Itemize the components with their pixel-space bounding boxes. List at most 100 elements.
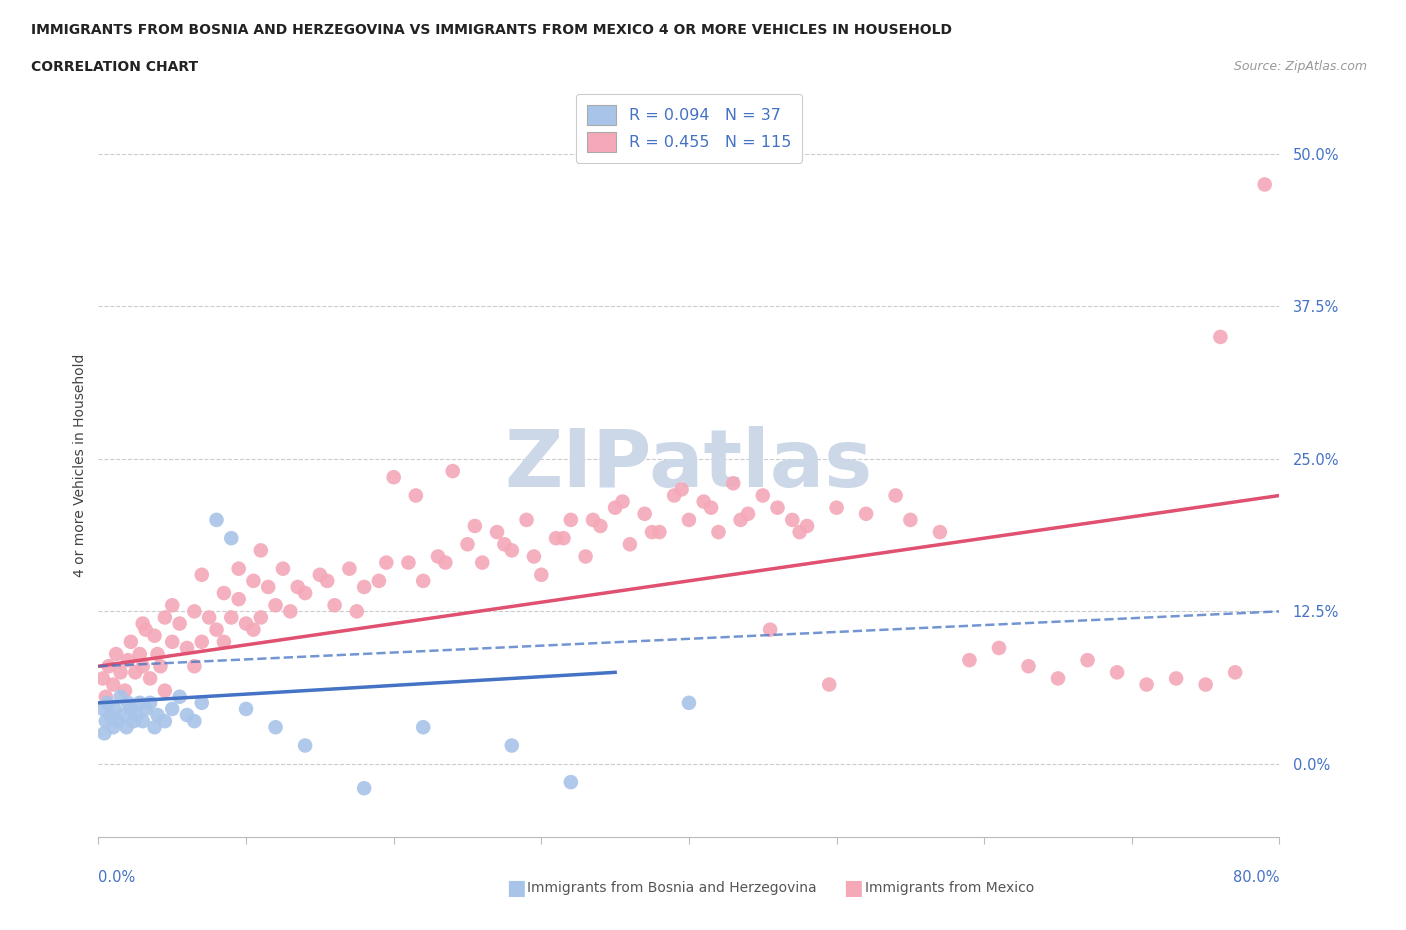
Point [112, 708, 135, 723]
Point [169, 616, 191, 631]
Point [1046, 671, 1069, 686]
Point [176, 708, 198, 723]
Point [117, 653, 139, 668]
Point [132, 713, 155, 728]
Point [471, 555, 494, 570]
Point [91, 701, 114, 716]
Point [789, 525, 811, 539]
Point [198, 610, 221, 625]
Point [309, 567, 332, 582]
Point [162, 701, 183, 716]
Legend: R = 0.094   N = 37, R = 0.455   N = 115: R = 0.094 N = 37, R = 0.455 N = 115 [576, 94, 801, 164]
Point [191, 696, 214, 711]
Point [93, 726, 115, 741]
Point [928, 525, 950, 539]
Point [641, 525, 664, 539]
Point [135, 622, 157, 637]
Point [235, 616, 257, 631]
Point [132, 658, 155, 673]
Point [316, 574, 339, 589]
Point [818, 677, 841, 692]
Point [730, 512, 752, 527]
Point [132, 616, 155, 631]
Point [294, 738, 316, 753]
Point [219, 531, 243, 546]
Point [486, 525, 509, 539]
Point [405, 488, 427, 503]
Point [693, 494, 716, 509]
Point [235, 701, 257, 716]
Point [553, 531, 575, 546]
Point [574, 549, 596, 564]
Point [91, 671, 114, 686]
Point [396, 555, 419, 570]
Point [228, 561, 250, 576]
Point [582, 512, 605, 527]
Point [115, 720, 138, 735]
Point [162, 598, 183, 613]
Point [766, 500, 789, 515]
Point [375, 555, 398, 570]
Point [250, 610, 273, 625]
Point [855, 506, 877, 521]
Text: Immigrants from Bosnia and Herzegovina: Immigrants from Bosnia and Herzegovina [527, 881, 817, 896]
Point [124, 665, 146, 680]
Point [103, 677, 125, 692]
Point [612, 494, 634, 509]
Text: ZIPatlas: ZIPatlas [505, 426, 873, 504]
Text: IMMIGRANTS FROM BOSNIA AND HERZEGOVINA VS IMMIGRANTS FROM MEXICO 4 OR MORE VEHIC: IMMIGRANTS FROM BOSNIA AND HERZEGOVINA V… [31, 23, 952, 37]
Point [1223, 665, 1246, 680]
Point [589, 519, 612, 534]
Point [751, 488, 773, 503]
Point [884, 488, 907, 503]
Point [117, 696, 139, 711]
Point [501, 543, 523, 558]
Point [169, 689, 191, 704]
Point [1209, 329, 1232, 344]
Point [250, 543, 273, 558]
Point [353, 579, 375, 594]
Point [516, 512, 538, 527]
Point [153, 684, 176, 698]
Point [153, 610, 176, 625]
Point [146, 708, 169, 723]
Point [1017, 658, 1039, 673]
Point [523, 549, 546, 564]
Point [633, 506, 655, 521]
Point [1135, 677, 1157, 692]
Point [294, 586, 316, 601]
Point [605, 500, 627, 515]
Point [678, 512, 700, 527]
Point [759, 622, 782, 637]
Point [427, 549, 450, 564]
Point [264, 598, 287, 613]
Point [987, 641, 1010, 656]
Point [560, 775, 582, 790]
Point [97, 658, 120, 673]
Point [796, 519, 818, 534]
Text: Immigrants from Mexico: Immigrants from Mexico [865, 881, 1033, 896]
Point [412, 720, 434, 735]
Point [707, 525, 730, 539]
Point [228, 591, 250, 606]
Point [353, 781, 375, 796]
Text: CORRELATION CHART: CORRELATION CHART [31, 60, 198, 74]
Point [1105, 665, 1128, 680]
Point [346, 604, 368, 618]
Point [183, 604, 205, 618]
Point [242, 574, 264, 589]
Point [183, 713, 205, 728]
Point [737, 506, 759, 521]
Point [700, 500, 723, 515]
Point [271, 561, 294, 576]
Point [368, 574, 391, 589]
Point [162, 634, 183, 649]
Text: ■: ■ [844, 878, 863, 898]
Point [128, 696, 150, 711]
Point [139, 671, 162, 686]
Point [110, 665, 132, 680]
Point [959, 653, 981, 668]
Point [412, 574, 434, 589]
Point [120, 634, 142, 649]
Point [94, 713, 117, 728]
